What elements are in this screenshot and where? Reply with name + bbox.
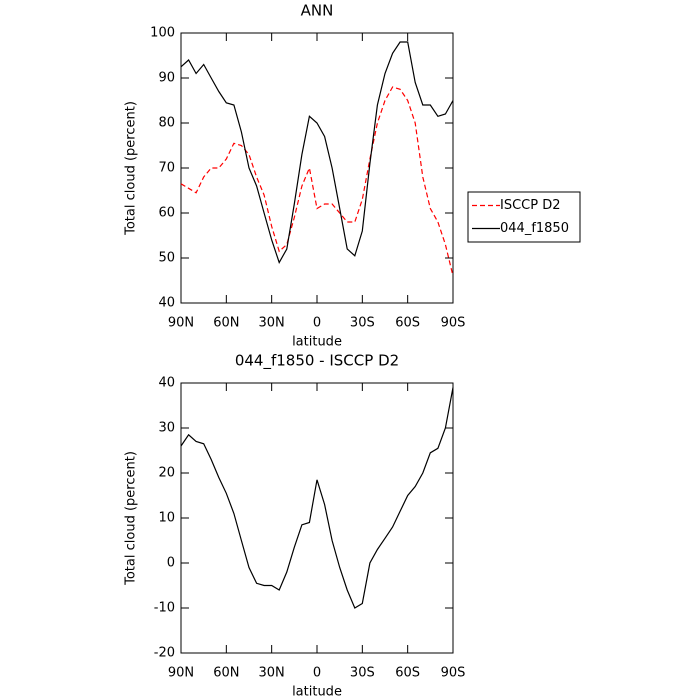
x-tick-label: 90S [441, 316, 466, 331]
x-tick-label: 60N [213, 316, 239, 331]
x-tick-label: 60N [213, 666, 239, 681]
y-axis-label: Total cloud (percent) [124, 451, 139, 586]
y-tick-label: 40 [158, 376, 175, 391]
x-tick-label: 30N [259, 666, 285, 681]
y-tick-label: 70 [158, 161, 175, 176]
legend-box [467, 191, 581, 243]
y-tick-label: 20 [158, 466, 175, 481]
series-line [180, 387, 454, 609]
x-tick-label: 30N [259, 316, 285, 331]
y-tick-label: 50 [158, 251, 175, 266]
x-axis-label: latitude [292, 685, 342, 700]
y-tick-label: 30 [158, 421, 175, 436]
legend-label: ISCCP D2 [500, 198, 561, 213]
y-tick-label: 100 [150, 26, 175, 41]
x-tick-label: 90N [168, 316, 194, 331]
x-tick-label: 30S [350, 666, 375, 681]
x-tick-label: 30S [350, 316, 375, 331]
x-tick-label: 60S [395, 666, 420, 681]
y-tick-label: 40 [158, 296, 175, 311]
x-tick-label: 60S [395, 316, 420, 331]
plot-frame [180, 32, 454, 304]
y-tick-label: 80 [158, 116, 175, 131]
series-line [180, 86, 454, 277]
plot-frame [180, 382, 454, 654]
y-tick-label: 90 [158, 71, 175, 86]
y-axis-label: Total cloud (percent) [124, 101, 139, 236]
x-axis-label: latitude [292, 335, 342, 350]
y-tick-label: 0 [167, 556, 175, 571]
y-tick-label: 60 [158, 206, 175, 221]
legend-label: 044_f1850 [500, 221, 569, 236]
x-tick-label: 0 [313, 316, 321, 331]
chart-title: ANN [301, 2, 334, 20]
x-tick-label: 0 [313, 666, 321, 681]
chart-title: 044_f1850 - ISCCP D2 [235, 352, 399, 371]
x-tick-label: 90N [168, 666, 194, 681]
y-tick-label: -20 [154, 646, 175, 661]
y-tick-label: -10 [154, 601, 175, 616]
x-tick-label: 90S [441, 666, 466, 681]
y-tick-label: 10 [158, 511, 175, 526]
series-line [180, 41, 454, 264]
